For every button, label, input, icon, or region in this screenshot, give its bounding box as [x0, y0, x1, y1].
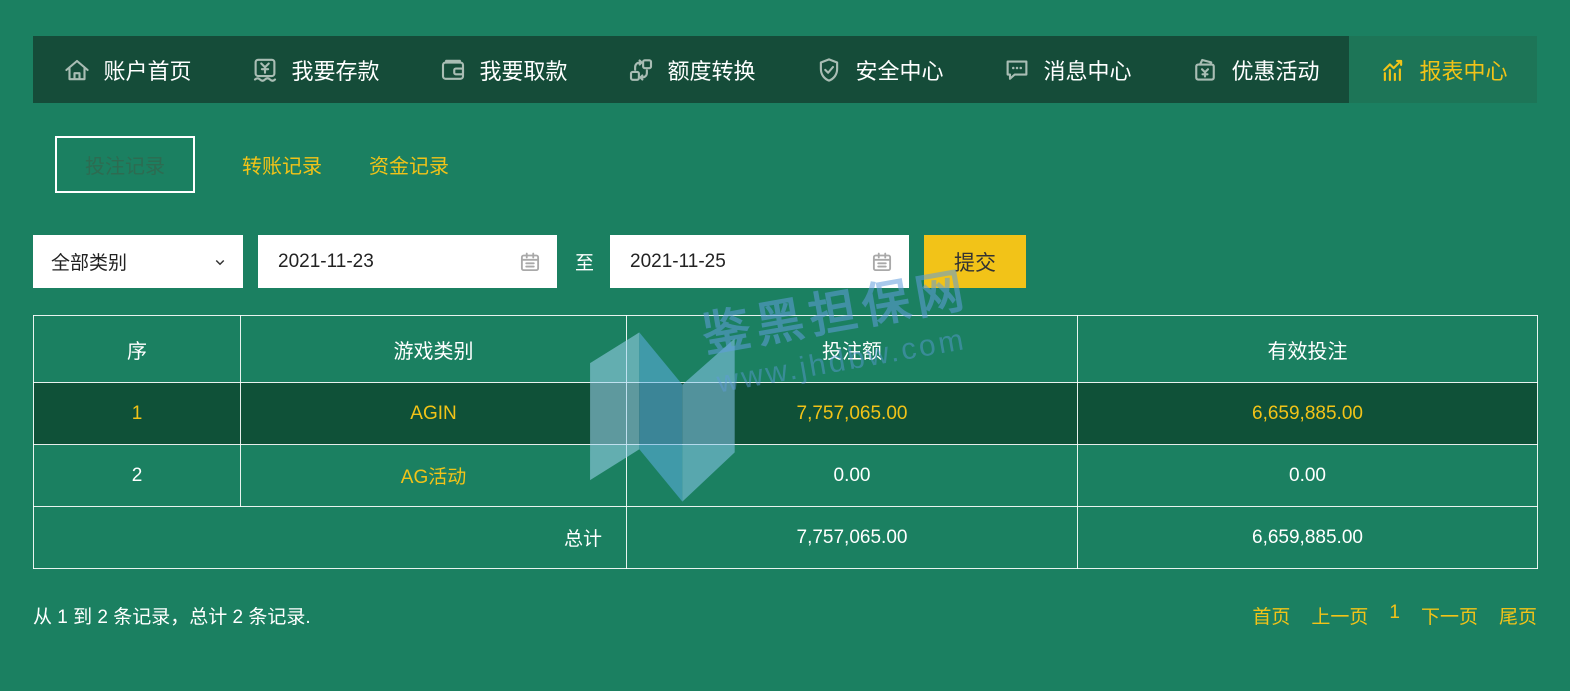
- total-bet: 7,757,065.00: [626, 506, 1078, 569]
- nav-item-label: 我要取款: [479, 58, 568, 84]
- nav-item-reports[interactable]: 报表中心: [1349, 36, 1537, 103]
- date-to-field[interactable]: 2021-11-25: [610, 235, 910, 288]
- header-valid-bet: 有效投注: [1077, 315, 1538, 383]
- header-bet-amount: 投注额: [626, 315, 1078, 383]
- nav-item-label: 报表中心: [1419, 58, 1508, 84]
- nav-item-transfer[interactable]: 额度转换: [597, 36, 785, 103]
- table-footer: 从 1 到 2 条记录，总计 2 条记录. 首页 上一页 1 下一页 尾页: [33, 602, 1537, 629]
- nav-item-withdraw[interactable]: 我要取款: [409, 36, 597, 103]
- nav-item-label: 额度转换: [667, 58, 756, 84]
- table-header-row: 序 游戏类别 投注额 有效投注: [33, 315, 1538, 383]
- chevron-down-icon: [211, 253, 229, 271]
- table-row: 1 AGIN 7,757,065.00 6,659,885.00: [33, 382, 1538, 445]
- nav-item-label: 账户首页: [103, 58, 192, 84]
- bet-records-table: 序 游戏类别 投注额 有效投注 1 AGIN 7,757,065.00 6,65…: [33, 315, 1538, 569]
- cell-game: AGIN: [240, 382, 627, 445]
- main-nav: 账户首页 我要存款 我要取款 额度转换 安全中心 消息中心 优惠活动: [33, 36, 1537, 103]
- pagination: 首页 上一页 1 下一页 尾页: [1252, 602, 1537, 629]
- header-no: 序: [33, 315, 241, 383]
- nav-item-label: 优惠活动: [1231, 58, 1320, 84]
- nav-item-deposit[interactable]: 我要存款: [221, 36, 409, 103]
- nav-item-security[interactable]: 安全中心: [785, 36, 973, 103]
- record-tabs: 投注记录 转账记录 资金记录: [55, 136, 449, 193]
- deposit-icon: [250, 55, 280, 85]
- total-valid: 6,659,885.00: [1077, 506, 1538, 569]
- calendar-icon[interactable]: [869, 249, 895, 275]
- header-game-category: 游戏类别: [240, 315, 627, 383]
- tab-fund-records[interactable]: 资金记录: [369, 156, 449, 178]
- home-icon: [62, 55, 92, 85]
- date-range-to-label: 至: [575, 253, 595, 274]
- nav-item-promotions[interactable]: 优惠活动: [1161, 36, 1349, 103]
- filter-bar: 全部类别 2021-11-23 至 2021-11-25 提交: [33, 235, 1027, 288]
- cell-valid: 0.00: [1077, 444, 1538, 507]
- pagination-first[interactable]: 首页: [1252, 607, 1291, 628]
- nav-item-label: 我要存款: [291, 58, 380, 84]
- submit-button[interactable]: 提交: [924, 235, 1027, 288]
- pagination-last[interactable]: 尾页: [1498, 607, 1537, 628]
- category-select-value: 全部类别: [51, 253, 128, 274]
- cell-no: 1: [33, 382, 241, 445]
- red-envelope-icon: [1190, 55, 1220, 85]
- chat-bubble-icon: [1002, 55, 1032, 85]
- tab-bet-records[interactable]: 投注记录: [55, 136, 195, 193]
- cell-no: 2: [33, 444, 241, 507]
- nav-item-label: 消息中心: [1043, 58, 1132, 84]
- withdraw-icon: [438, 55, 468, 85]
- date-to-value: 2021-11-25: [630, 250, 726, 272]
- nav-item-label: 安全中心: [855, 58, 944, 84]
- nav-item-messages[interactable]: 消息中心: [973, 36, 1161, 103]
- nav-item-account-home[interactable]: 账户首页: [33, 36, 221, 103]
- table-row: 2 AG活动 0.00 0.00: [33, 444, 1538, 507]
- date-from-value: 2021-11-23: [278, 250, 374, 272]
- shield-check-icon: [814, 55, 844, 85]
- calendar-icon[interactable]: [517, 249, 543, 275]
- cell-bet: 0.00: [626, 444, 1078, 507]
- pagination-prev[interactable]: 上一页: [1311, 607, 1369, 628]
- pagination-next[interactable]: 下一页: [1420, 607, 1478, 628]
- category-select[interactable]: 全部类别: [33, 235, 243, 288]
- cell-valid: 6,659,885.00: [1077, 382, 1538, 445]
- pagination-page-1[interactable]: 1: [1389, 602, 1400, 623]
- records-summary: 从 1 到 2 条记录，总计 2 条记录.: [33, 607, 311, 628]
- total-label: 总计: [33, 506, 627, 569]
- cell-game: AG活动: [240, 444, 627, 507]
- transfer-icon: [626, 55, 656, 85]
- chart-growth-icon: [1378, 55, 1408, 85]
- date-from-field[interactable]: 2021-11-23: [258, 235, 557, 288]
- table-total-row: 总计 7,757,065.00 6,659,885.00: [33, 506, 1538, 569]
- cell-bet: 7,757,065.00: [626, 382, 1078, 445]
- tab-transfer-records[interactable]: 转账记录: [242, 156, 322, 178]
